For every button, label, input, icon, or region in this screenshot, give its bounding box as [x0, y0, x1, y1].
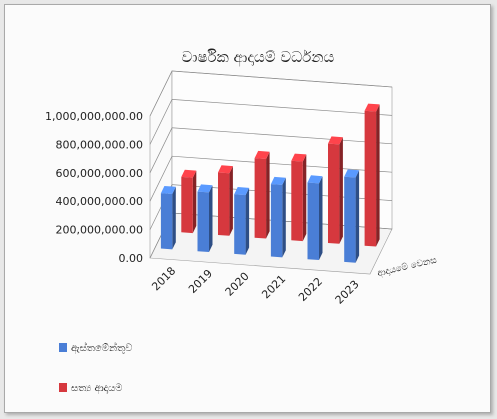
bar-side	[319, 176, 323, 260]
bar-actual	[254, 150, 270, 239]
chart-bars	[160, 103, 380, 263]
bar-estimate	[344, 169, 360, 263]
y-tick-label: 600,000,000.00	[56, 167, 143, 180]
bar-front	[344, 176, 356, 263]
bar-front	[364, 110, 377, 247]
bar-actual	[364, 103, 380, 247]
chart-title: වාර්ෂික ආදායම් වර්ධනය	[182, 48, 335, 67]
x-tick-label: 2018	[149, 264, 178, 293]
x-tick-label: 2023	[333, 278, 362, 307]
bar-top	[307, 175, 323, 184]
bar-front	[270, 184, 283, 258]
legend-swatch	[59, 343, 67, 352]
bar-top	[328, 136, 343, 145]
y-tick-label: 1,000,000,000.00	[45, 110, 143, 123]
gridline	[149, 99, 393, 145]
x-tick-label: 2020	[223, 270, 252, 299]
bar-front	[291, 160, 303, 242]
bar-front	[328, 143, 340, 244]
bar-top	[254, 150, 270, 159]
bar-actual	[328, 136, 343, 244]
chart-legend: ඇස්තමේන්තුව සත්‍ය ආදායම	[59, 341, 132, 394]
bar-front	[254, 158, 267, 239]
bar-side	[282, 177, 286, 258]
bar-side	[172, 186, 176, 250]
y-tick-label: 0.00	[119, 252, 144, 265]
bar-side	[245, 187, 250, 255]
bar-side	[229, 166, 233, 236]
bar-top	[234, 187, 250, 196]
gridline	[149, 127, 393, 173]
y-tick-label: 200,000,000.00	[56, 224, 143, 237]
bar-estimate	[197, 184, 213, 252]
bar-side	[209, 185, 213, 252]
bar-estimate	[307, 175, 323, 260]
bar-front	[218, 172, 230, 236]
bar-top	[344, 169, 360, 178]
legend-swatch	[59, 383, 67, 392]
bar-front	[181, 176, 193, 234]
bar-actual	[181, 169, 197, 234]
bar-top	[181, 169, 197, 178]
legend-label: සත්‍ය ආදායම	[71, 383, 123, 394]
x-tick-label: 2021	[259, 272, 288, 301]
gridline	[149, 70, 393, 117]
bar-top	[218, 165, 233, 174]
bar-front	[160, 193, 173, 250]
bar-top	[270, 176, 286, 185]
bar-top	[160, 186, 176, 194]
bar-front	[197, 191, 209, 252]
bar-actual	[218, 165, 233, 236]
bar-top	[364, 103, 380, 112]
bar-side	[302, 154, 307, 242]
bar-side	[339, 137, 343, 244]
bar-actual	[291, 153, 307, 242]
bar-estimate	[234, 187, 250, 255]
bar-estimate	[270, 176, 286, 258]
y-tick-label: 800,000,000.00	[56, 138, 143, 151]
legend-label: ඇස්තමේන්තුව	[71, 341, 132, 354]
bar-side	[266, 151, 270, 239]
y-tick-label: 400,000,000.00	[56, 195, 143, 208]
x-tick-label: 2022	[296, 275, 325, 304]
depth-axis-label: ආදායමේ වෙනස	[376, 254, 438, 278]
bar-estimate	[160, 186, 176, 250]
gridline	[149, 155, 393, 202]
y-axis-ticks: 0.00 200,000,000.00 400,000,000.00 600,000,…	[45, 110, 143, 265]
bar-top	[291, 153, 307, 162]
bar-front	[307, 182, 319, 260]
bar-side	[355, 170, 360, 263]
bar-top	[197, 184, 213, 193]
x-tick-label: 2019	[186, 267, 215, 296]
bar-side	[376, 104, 380, 247]
bar-front	[234, 194, 246, 255]
bar-side	[192, 170, 197, 234]
